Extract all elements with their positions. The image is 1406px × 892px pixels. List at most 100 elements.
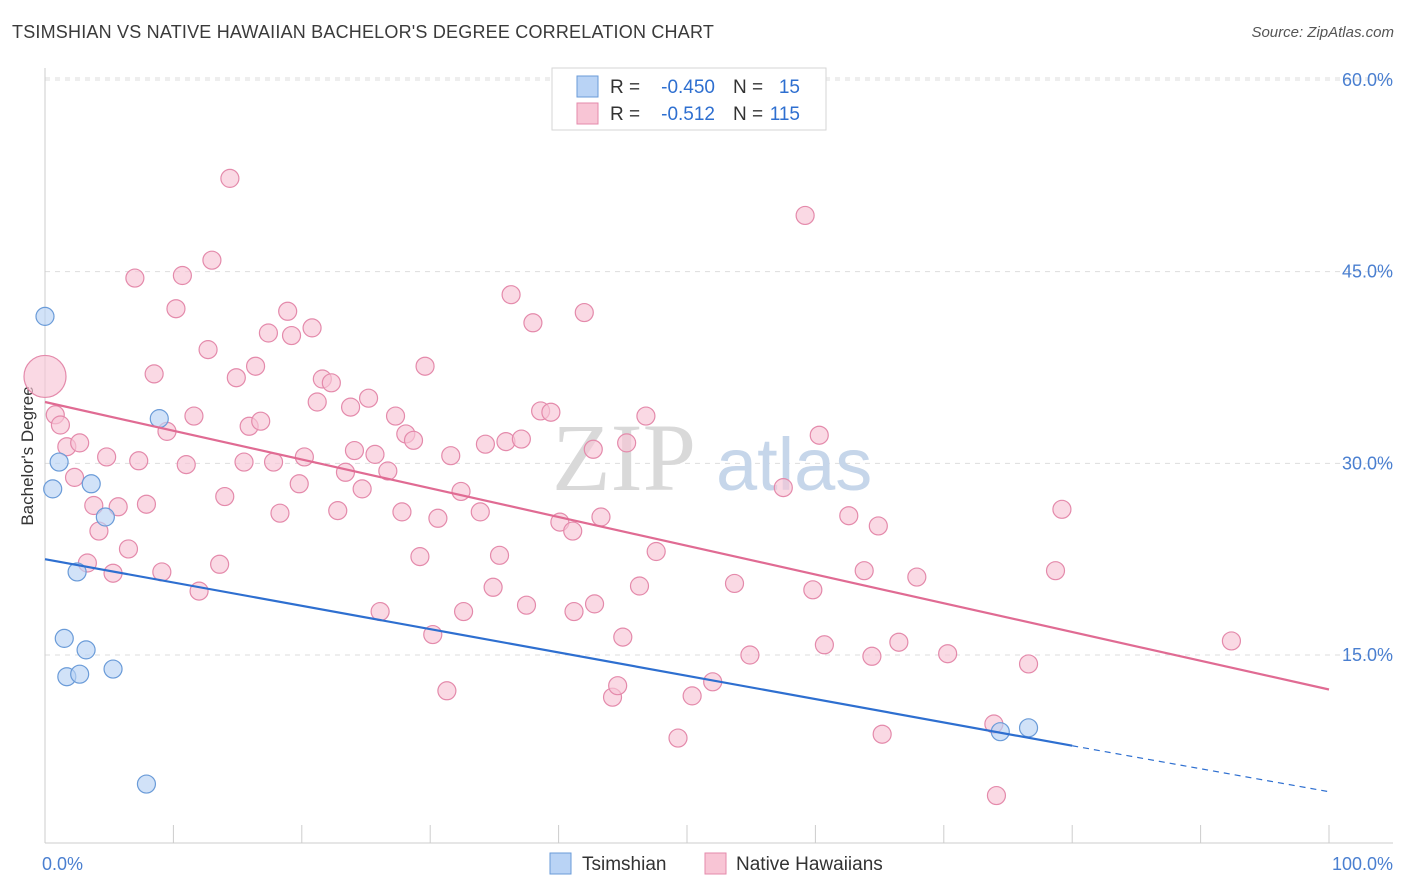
native-hawaiians-point-83 — [591, 507, 611, 527]
native-hawaiians-point-38 — [281, 325, 302, 346]
y-tick-label-45: 45.0% — [1342, 262, 1393, 282]
tsimshian-trend-extension — [1072, 745, 1330, 793]
native-hawaiians-point-73 — [516, 595, 537, 615]
native-hawaiians-point-29 — [226, 368, 246, 388]
native-hawaiians-point-80 — [574, 302, 594, 323]
native-hawaiians-point-44 — [321, 373, 341, 393]
x-ticks — [44, 825, 1330, 843]
native-hawaiians-point-78 — [563, 521, 583, 541]
native-hawaiians-point-35 — [263, 452, 284, 472]
y-tick-label-60: 60.0% — [1342, 70, 1393, 90]
native-hawaiians-point-81 — [583, 439, 603, 459]
legend-bottom-label-hawaiian: Native Hawaiians — [736, 854, 883, 875]
native-hawaiians-point-32 — [245, 356, 266, 376]
native-hawaiians-point-107 — [907, 567, 927, 587]
tsimshian-point-1 — [43, 479, 63, 499]
native-hawaiians-point-18 — [166, 299, 186, 319]
tsimshian-point-12 — [136, 774, 157, 794]
native-hawaiians-point-54 — [385, 406, 406, 426]
x-tick-label-max: 100.0% — [1332, 854, 1393, 874]
y-tick-label-30: 30.0% — [1342, 453, 1393, 473]
native-hawaiians-point-46 — [335, 462, 356, 482]
native-hawaiians-point-57 — [403, 430, 424, 450]
chart-source: Source: ZipAtlas.com — [1251, 24, 1394, 41]
native-hawaiians-point-58 — [410, 547, 430, 567]
native-hawaiians-point-5 — [64, 467, 85, 487]
tsimshian-point-0 — [35, 306, 55, 326]
native-hawaiians-point-22 — [172, 265, 192, 286]
legend-n-value-0: 15 — [779, 77, 800, 98]
native-hawaiians-point-95 — [740, 645, 760, 665]
native-hawaiians-point-76 — [541, 402, 561, 422]
native-hawaiians-point-41 — [302, 318, 322, 338]
native-hawaiians-point-96 — [773, 478, 793, 498]
native-hawaiians-point-89 — [636, 406, 656, 426]
native-hawaiians-point-111 — [1018, 654, 1039, 674]
native-hawaiians-point-15 — [144, 364, 164, 384]
native-hawaiians-point-69 — [489, 545, 510, 565]
axes — [44, 68, 1393, 844]
legend-swatch-tsimshian — [576, 75, 599, 98]
native-hawaiians-point-34 — [258, 323, 279, 343]
legend-n-label-0: N = — [733, 77, 763, 98]
native-hawaiians-point-45 — [328, 501, 348, 521]
native-hawaiians-point-97 — [795, 205, 815, 226]
native-hawaiians-point-99 — [809, 425, 829, 445]
legend-r-label-0: R = — [610, 77, 640, 98]
native-hawaiians-point-25 — [202, 250, 222, 270]
legend-bottom-swatch-tsimshian — [549, 852, 572, 875]
native-hawaiians-point-61 — [428, 508, 448, 528]
legend-n-label-1: N = — [733, 104, 763, 125]
native-hawaiians-point-82 — [584, 594, 605, 614]
native-hawaiians-point-110 — [986, 785, 1007, 806]
native-hawaiians-point-48 — [344, 440, 365, 461]
native-hawaiians-point-2 — [50, 415, 71, 435]
native-hawaiians-point-100 — [814, 635, 834, 655]
x-tick-label-min: 0.0% — [42, 854, 83, 874]
native-hawaiians-point-24 — [198, 340, 218, 360]
native-hawaiians-point-103 — [862, 646, 882, 666]
legend-r-label-1: R = — [610, 104, 640, 125]
legend-top: R = -0.450 N = 15 R = -0.512 N = 115 — [551, 67, 827, 131]
native-hawaiians-point-36 — [270, 503, 290, 523]
native-hawaiians-point-6 — [84, 495, 104, 516]
legend-bottom: Tsimshian Native Hawaiians — [549, 852, 883, 875]
native-hawaiians-point-63 — [441, 446, 461, 466]
native-hawaiians-point-14 — [136, 494, 157, 514]
native-hawaiians-point-68 — [483, 577, 503, 597]
legend-bottom-swatch-hawaiian — [704, 852, 727, 875]
native-hawaiians-point-94 — [724, 573, 745, 594]
native-hawaiians-point-66 — [470, 502, 490, 522]
native-hawaiians-point-86 — [613, 627, 633, 647]
tsimshian-points — [35, 306, 1039, 794]
native-hawaiians-point-27 — [215, 486, 235, 507]
native-hawaiians-point-20 — [184, 406, 204, 426]
native-hawaiians-point-91 — [668, 728, 688, 748]
native-hawaiians-point-28 — [220, 168, 240, 188]
native-hawaiians-point-90 — [646, 541, 666, 562]
native-hawaiians-point-11 — [108, 497, 128, 517]
trend-lines — [44, 400, 1330, 793]
y-axis-title: Bachelor's Degree — [18, 386, 37, 525]
native-hawaiians-point-74 — [523, 313, 543, 333]
native-hawaiians-point-42 — [307, 392, 327, 412]
native-hawaiians-point-49 — [352, 479, 372, 499]
tsimshian-point-3 — [67, 562, 87, 582]
watermark-zip: ZIP — [552, 404, 696, 511]
native-hawaiians-point-51 — [365, 444, 385, 464]
native-hawaiians-point-101 — [839, 506, 859, 526]
tsimshian-point-5 — [95, 507, 115, 527]
native-hawaiians-point-79 — [564, 601, 584, 622]
native-hawaiians-point-102 — [854, 561, 874, 581]
watermark-atlas: atlas — [716, 423, 872, 506]
tsimshian-trend-line — [44, 558, 1073, 747]
native-hawaiians-point-21 — [189, 581, 209, 601]
native-hawaiians-point-72 — [511, 429, 531, 449]
native-hawaiians-point-26 — [210, 554, 230, 574]
native-hawaiians-point-106 — [889, 632, 909, 652]
native-hawaiians-point-71 — [501, 285, 521, 305]
native-hawaiians-point-47 — [340, 397, 361, 417]
native-hawaiians-point-59 — [415, 356, 435, 376]
tsimshian-point-7 — [54, 628, 74, 648]
